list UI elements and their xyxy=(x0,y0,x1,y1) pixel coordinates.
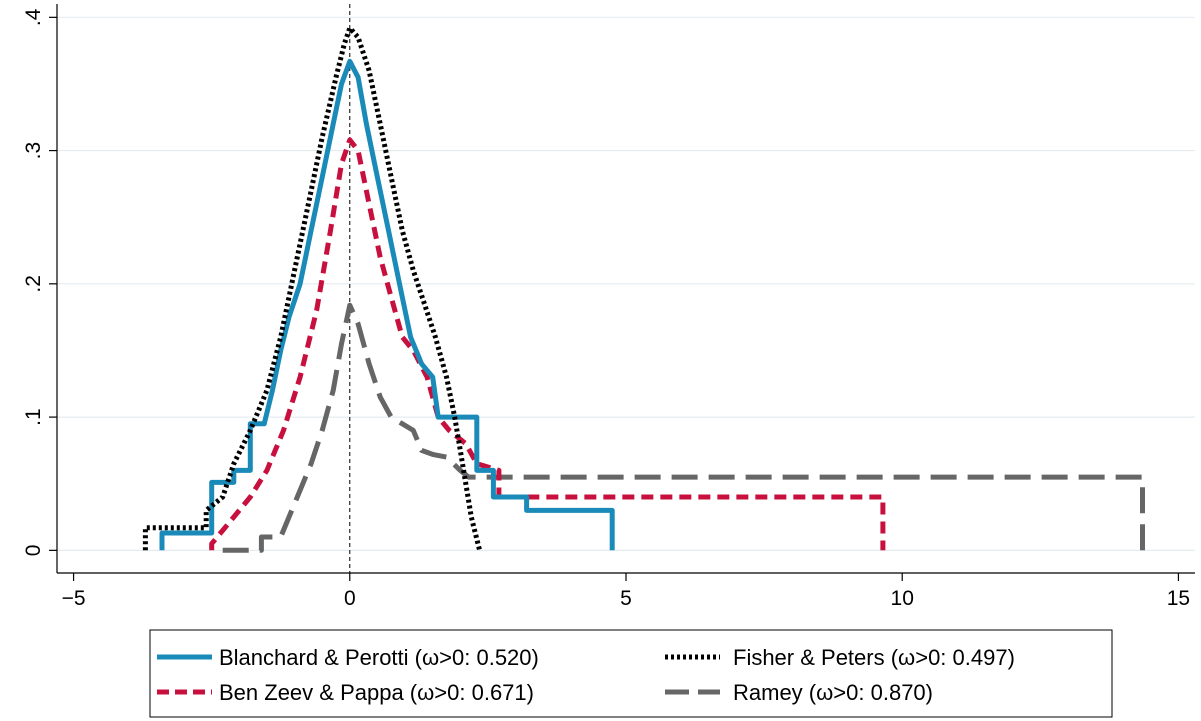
series-line-2 xyxy=(142,25,483,551)
legend-label-ben-zeev-pappa: Ben Zeev & Pappa (ω>0: 0.671) xyxy=(219,680,534,705)
legend: Blanchard & Perotti (ω>0: 0.520) Fisher … xyxy=(149,629,1113,718)
y-tick-label-2: .2 xyxy=(22,275,45,293)
x-tick-label-1: 0 xyxy=(344,587,356,610)
y-axis-ticks: 0 .1 .2 .3 .4 xyxy=(22,8,57,556)
x-tick-label-3: 10 xyxy=(891,587,914,610)
x-tick-label-4: 15 xyxy=(1167,587,1190,610)
x-axis-ticks: −5 0 5 10 15 xyxy=(62,573,1190,610)
legend-label-ramey: Ramey (ω>0: 0.870) xyxy=(733,680,933,705)
y-tick-label-3: .3 xyxy=(22,142,45,160)
y-tick-label-1: .1 xyxy=(22,408,45,426)
y-tick-label-4: .4 xyxy=(22,8,45,26)
legend-label-blanchard-perotti: Blanchard & Perotti (ω>0: 0.520) xyxy=(219,645,539,670)
y-tick-label-0: 0 xyxy=(22,545,45,557)
x-tick-label-2: 5 xyxy=(620,587,632,610)
series-line-3 xyxy=(222,302,1145,553)
gridlines xyxy=(57,16,1195,551)
legend-label-fisher-peters: Fisher & Peters (ω>0: 0.497) xyxy=(733,645,1015,670)
series-lines xyxy=(142,25,1145,553)
series-line-0 xyxy=(159,58,615,551)
series-line-1 xyxy=(209,137,886,551)
legend-box xyxy=(149,629,1113,718)
x-tick-label-0: −5 xyxy=(62,587,86,610)
